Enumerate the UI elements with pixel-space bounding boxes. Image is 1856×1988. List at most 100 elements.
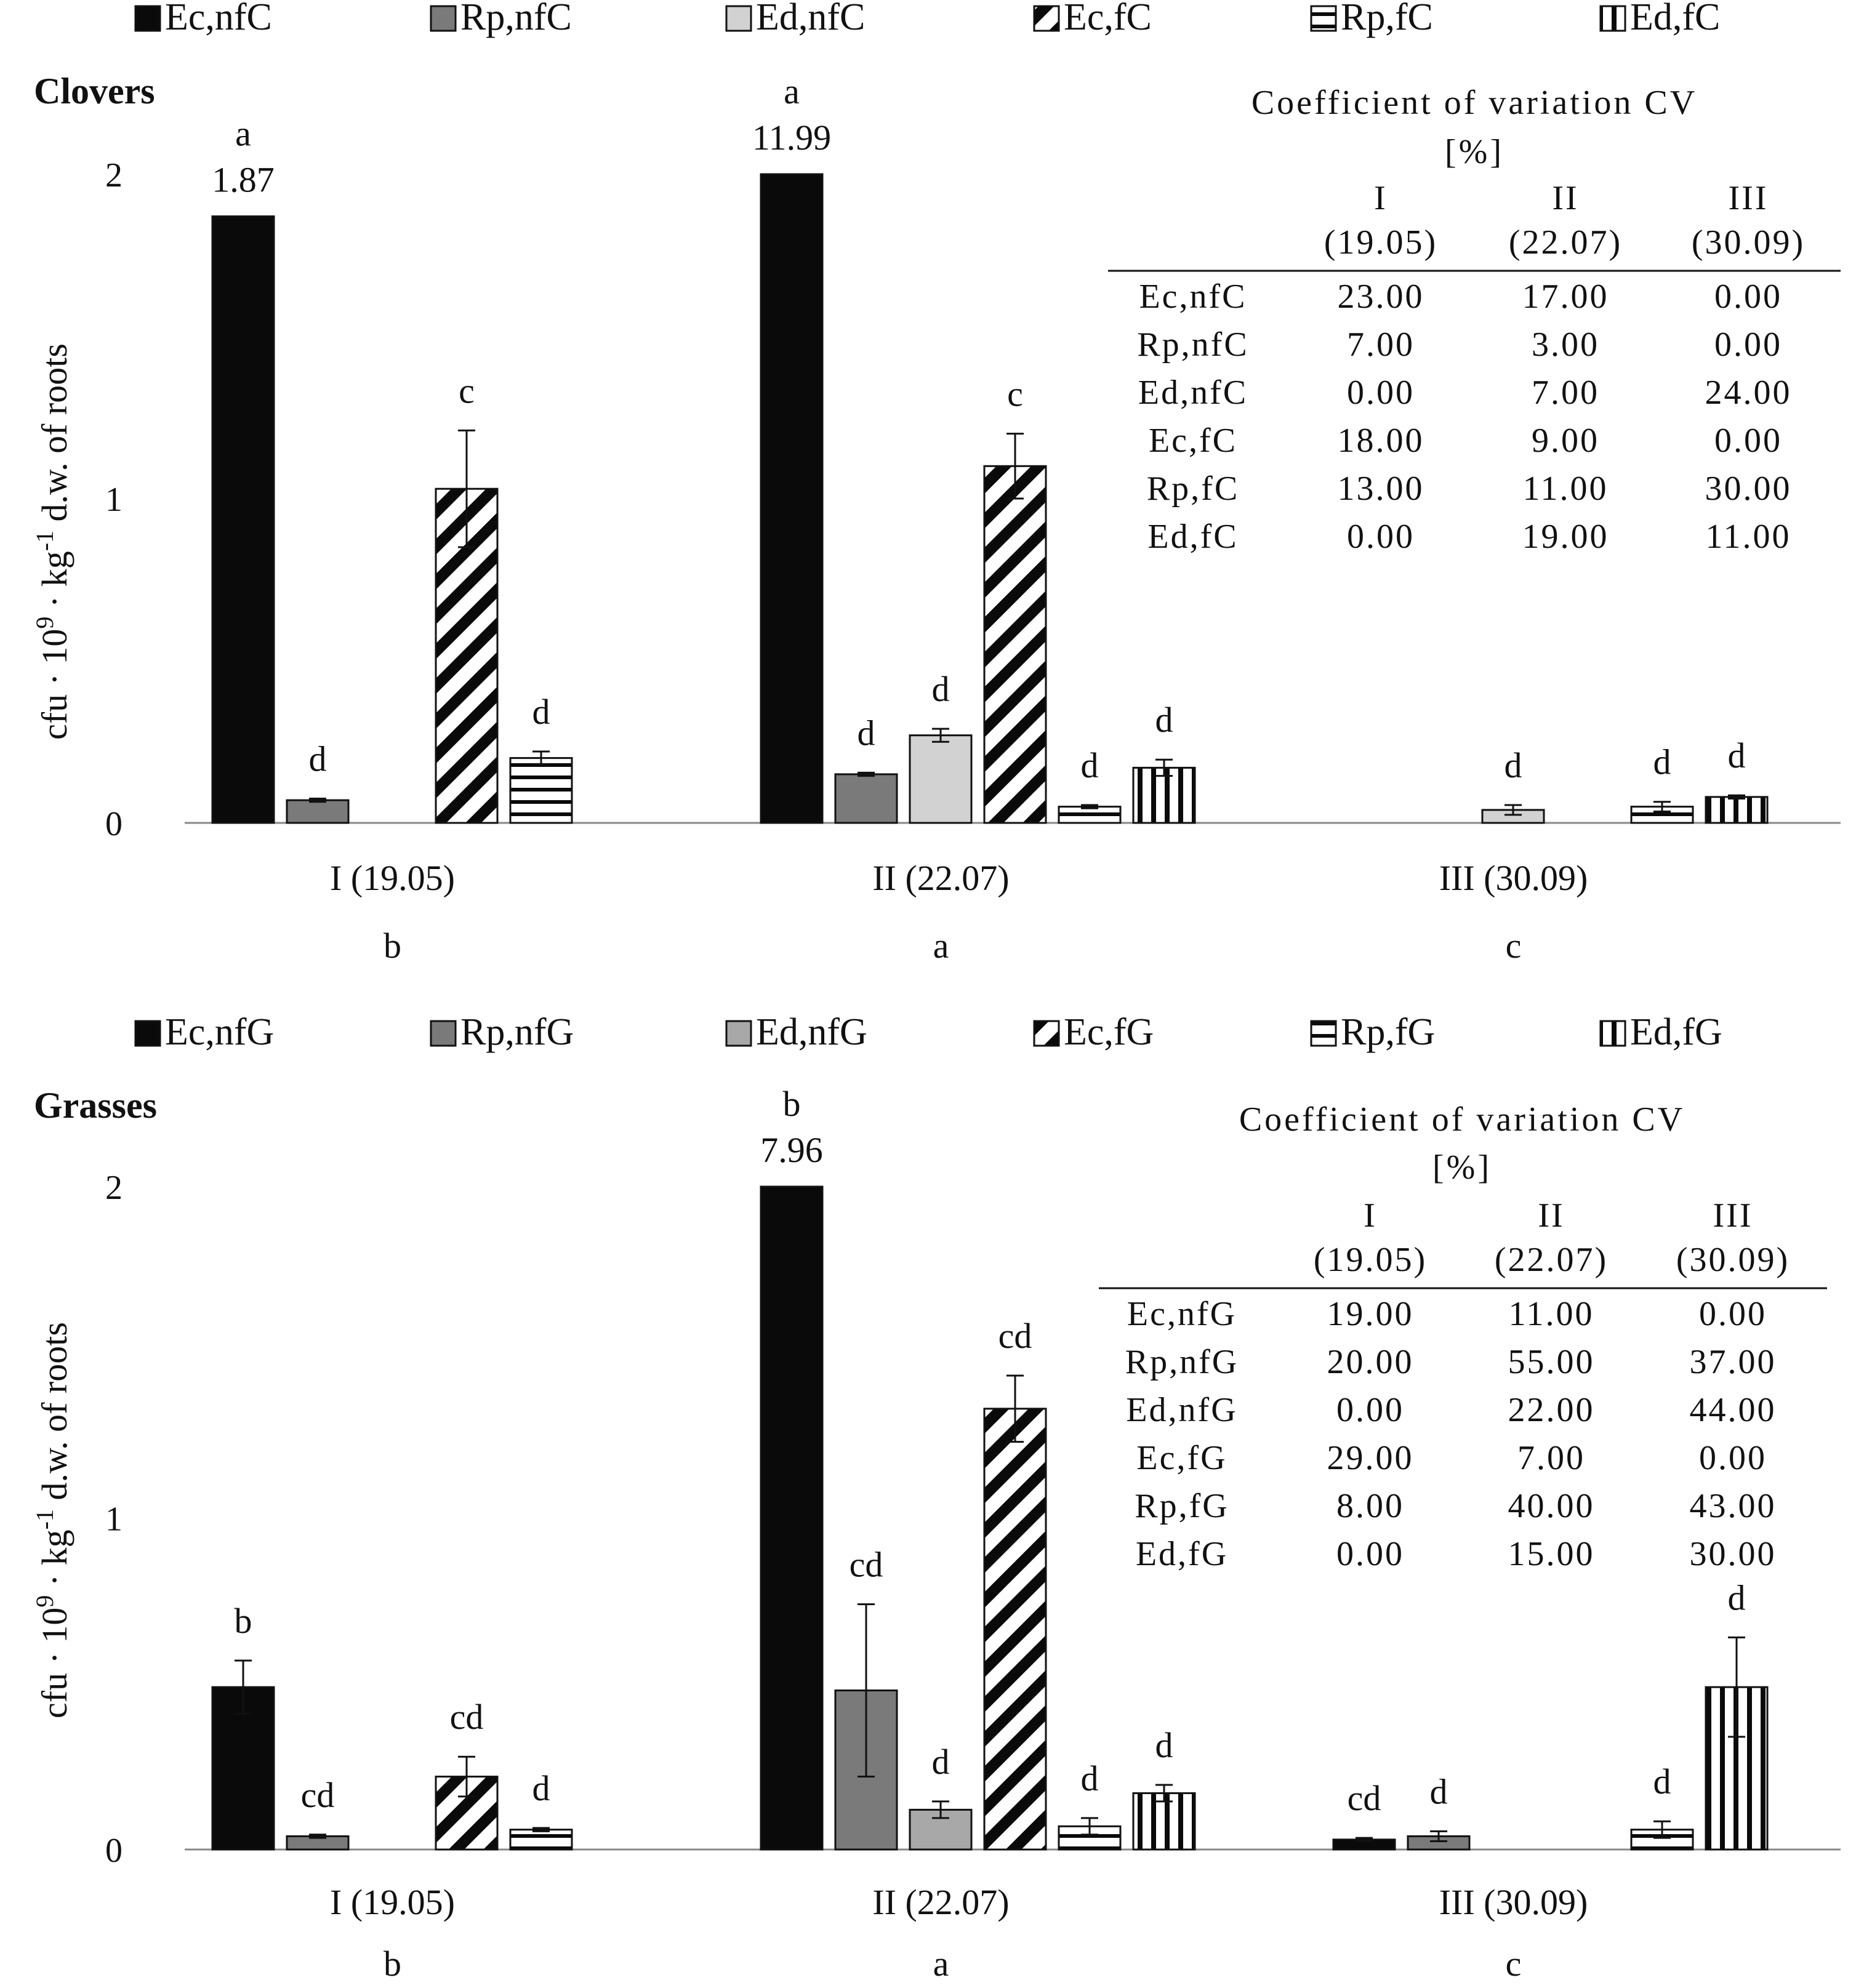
legend-swatch xyxy=(1599,5,1626,32)
cv-column-header: III xyxy=(1729,179,1769,217)
y-axis-label-part: d.w. of roots xyxy=(34,343,74,531)
legend-label: Ec,nfG xyxy=(165,1011,274,1053)
legend-label: Ed,fC xyxy=(1630,0,1720,38)
significance-letter: b xyxy=(783,1084,801,1124)
significance-letter: d xyxy=(1653,742,1671,782)
y-axis-label-part: · kg xyxy=(34,551,74,616)
category-letter: c xyxy=(1506,926,1522,966)
cv-cell: 37.00 xyxy=(1690,1343,1777,1381)
legend-label: Ed,nfC xyxy=(756,0,865,38)
y-axis-label-part: -1 xyxy=(31,531,58,551)
y-tick-label: 2 xyxy=(105,1169,123,1207)
chart-panel-clovers: Ec,nfC Rp,nfC Ed,nfC Ec,fC Rp,fC Ed,fC Clovers… xyxy=(31,0,1841,966)
significance-letter: d xyxy=(1155,700,1173,740)
cv-cell: 15.00 xyxy=(1508,1535,1595,1573)
legend-swatch xyxy=(1310,5,1337,32)
cv-cell: 11.00 xyxy=(1509,1295,1594,1333)
legend-swatch xyxy=(134,5,161,32)
legend-swatch xyxy=(1599,1020,1626,1047)
legend-label: Rp,fG xyxy=(1341,1011,1435,1053)
y-axis-label: cfu · 109 · kg-1 d.w. of roots xyxy=(31,343,75,740)
cv-cell: 23.00 xyxy=(1338,278,1424,316)
cv-row-label: Rp,fG xyxy=(1135,1487,1229,1525)
cv-column-header: II xyxy=(1538,1196,1564,1235)
cv-column-date: (19.05) xyxy=(1314,1241,1427,1279)
category-letter: a xyxy=(933,926,949,966)
bar xyxy=(909,734,973,824)
significance-letter: d xyxy=(532,1768,550,1808)
bar xyxy=(286,799,350,824)
cv-cell: 20.00 xyxy=(1327,1343,1414,1381)
bar xyxy=(1705,796,1769,824)
significance-letter: d xyxy=(1728,1577,1746,1617)
significance-letter: d xyxy=(1728,735,1746,776)
bar xyxy=(509,757,573,824)
cv-table: Coefficient of variation CV [%] I (19.05) II… xyxy=(1108,84,1841,556)
cv-column-header: I xyxy=(1364,1196,1377,1235)
bar xyxy=(1058,806,1122,824)
cv-column-date: (22.07) xyxy=(1509,223,1622,262)
y-axis-label-part: cfu · 10 xyxy=(34,629,74,740)
cv-cell: 0.00 xyxy=(1714,422,1782,460)
x-category-label: II (22.07) xyxy=(872,858,1009,898)
legend-label: Ec,nfC xyxy=(165,0,272,38)
legend: Ec,nfC Rp,nfC Ed,nfC Ec,fC Rp,fC Ed,fC xyxy=(134,0,1720,38)
y-tick-label: 1 xyxy=(105,1501,123,1539)
cv-cell: 0.00 xyxy=(1699,1295,1767,1333)
y-tick-label: 0 xyxy=(105,1832,123,1870)
cv-table: Coefficient of variation CV [%] I (19.05) II… xyxy=(1099,1100,1827,1573)
x-category-label: I (19.05) xyxy=(330,1882,455,1922)
significance-letter: a xyxy=(235,114,251,154)
bar xyxy=(983,1408,1047,1851)
y-axis-label-part: cfu · 10 xyxy=(34,1608,74,1718)
legend-swatch xyxy=(1033,5,1060,32)
data-label: 1.87 xyxy=(212,160,275,200)
significance-letter: cd xyxy=(1348,1778,1381,1818)
cv-cell: 44.00 xyxy=(1690,1391,1777,1429)
x-category-label: II (22.07) xyxy=(872,1882,1009,1922)
cv-cell: 7.00 xyxy=(1532,374,1599,412)
cv-cell: 7.00 xyxy=(1517,1439,1585,1477)
bar xyxy=(983,465,1047,824)
cv-cell: 9.00 xyxy=(1532,422,1599,460)
significance-letter: b xyxy=(235,1601,252,1641)
cv-row-label: Ed,nfC xyxy=(1138,374,1248,412)
cv-table-unit: [%] xyxy=(1445,133,1504,171)
x-category-label: I (19.05) xyxy=(330,858,455,898)
category-letter: c xyxy=(1506,1944,1522,1984)
legend: Ec,nfG Rp,nfG Ed,nfG Ec,fG Rp,fG Ed,fG xyxy=(134,1011,1722,1053)
y-axis-label-part: -1 xyxy=(31,1509,58,1529)
cv-cell: 40.00 xyxy=(1508,1487,1595,1525)
significance-letter: d xyxy=(1504,745,1522,785)
cv-cell: 0.00 xyxy=(1714,278,1782,316)
significance-letter: d xyxy=(858,713,875,753)
cv-cell: 17.00 xyxy=(1522,278,1609,316)
legend-label: Ed,fG xyxy=(1630,1011,1722,1053)
y-tick-label: 2 xyxy=(105,156,123,194)
cv-cell: 29.00 xyxy=(1327,1439,1414,1477)
cv-cell: 0.00 xyxy=(1347,374,1415,412)
bar xyxy=(834,773,898,824)
cv-row-label: Ed,fC xyxy=(1147,518,1238,556)
cv-cell: 13.00 xyxy=(1338,470,1424,508)
data-label: 7.96 xyxy=(760,1130,823,1170)
cv-row-label: Ed,fG xyxy=(1136,1535,1228,1573)
legend-swatch xyxy=(134,1020,161,1047)
cv-cell: 7.00 xyxy=(1347,326,1415,364)
cv-cell: 24.00 xyxy=(1705,374,1792,412)
category-letter: b xyxy=(384,1944,401,1984)
cv-cell: 8.00 xyxy=(1336,1487,1404,1525)
cv-cell: 22.00 xyxy=(1508,1391,1595,1429)
cv-cell: 0.00 xyxy=(1714,326,1782,364)
legend-label: Ec,fG xyxy=(1064,1011,1154,1053)
cv-row-label: Rp,nfG xyxy=(1125,1343,1239,1381)
bar xyxy=(909,1808,973,1851)
significance-letter: a xyxy=(784,71,800,111)
cv-column-date: (30.09) xyxy=(1692,223,1805,262)
significance-letter: d xyxy=(1653,1762,1671,1802)
significance-letter: cd xyxy=(850,1545,883,1585)
cv-cell: 30.00 xyxy=(1705,470,1792,508)
significance-letter: d xyxy=(932,669,950,709)
legend-swatch xyxy=(1310,1020,1337,1047)
